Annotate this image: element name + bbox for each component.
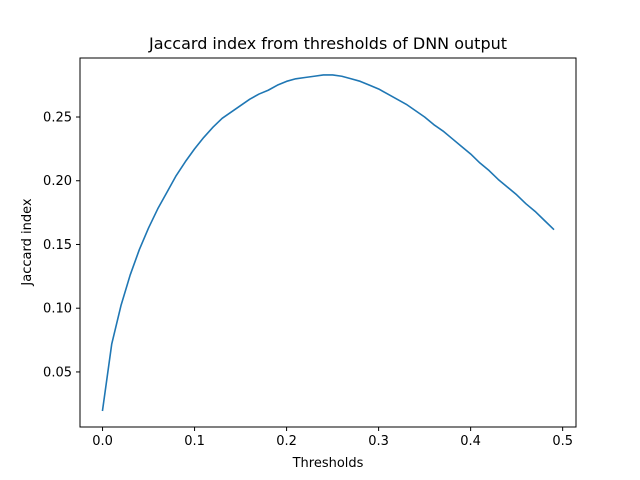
- x-tick-label: 0.5: [552, 434, 573, 449]
- y-axis-label: Jaccard index: [20, 198, 35, 286]
- y-axis-ticks: 0.05 0.10 0.15 0.20 0.25: [43, 111, 80, 380]
- x-tick-label: 0.1: [184, 434, 205, 449]
- y-tick-label: 0.15: [43, 238, 72, 253]
- y-tick-label: 0.20: [43, 174, 72, 189]
- plot-frame: [79, 57, 577, 428]
- x-tick-label: 0.4: [460, 434, 481, 449]
- plot-area: [80, 58, 576, 427]
- x-tick-label: 0.0: [92, 434, 113, 449]
- x-tick-label: 0.3: [368, 434, 389, 449]
- x-tick-label: 0.2: [276, 434, 297, 449]
- y-tick-label: 0.10: [43, 302, 72, 317]
- chart-title: Jaccard index from thresholds of DNN out…: [148, 34, 507, 53]
- y-tick-label: 0.05: [43, 365, 72, 380]
- x-axis-ticks: 0.0 0.1 0.2 0.3 0.4 0.5: [92, 427, 573, 449]
- y-tick-label: 0.25: [43, 111, 72, 126]
- x-axis-label: Thresholds: [292, 456, 364, 471]
- series-line: [101, 74, 555, 412]
